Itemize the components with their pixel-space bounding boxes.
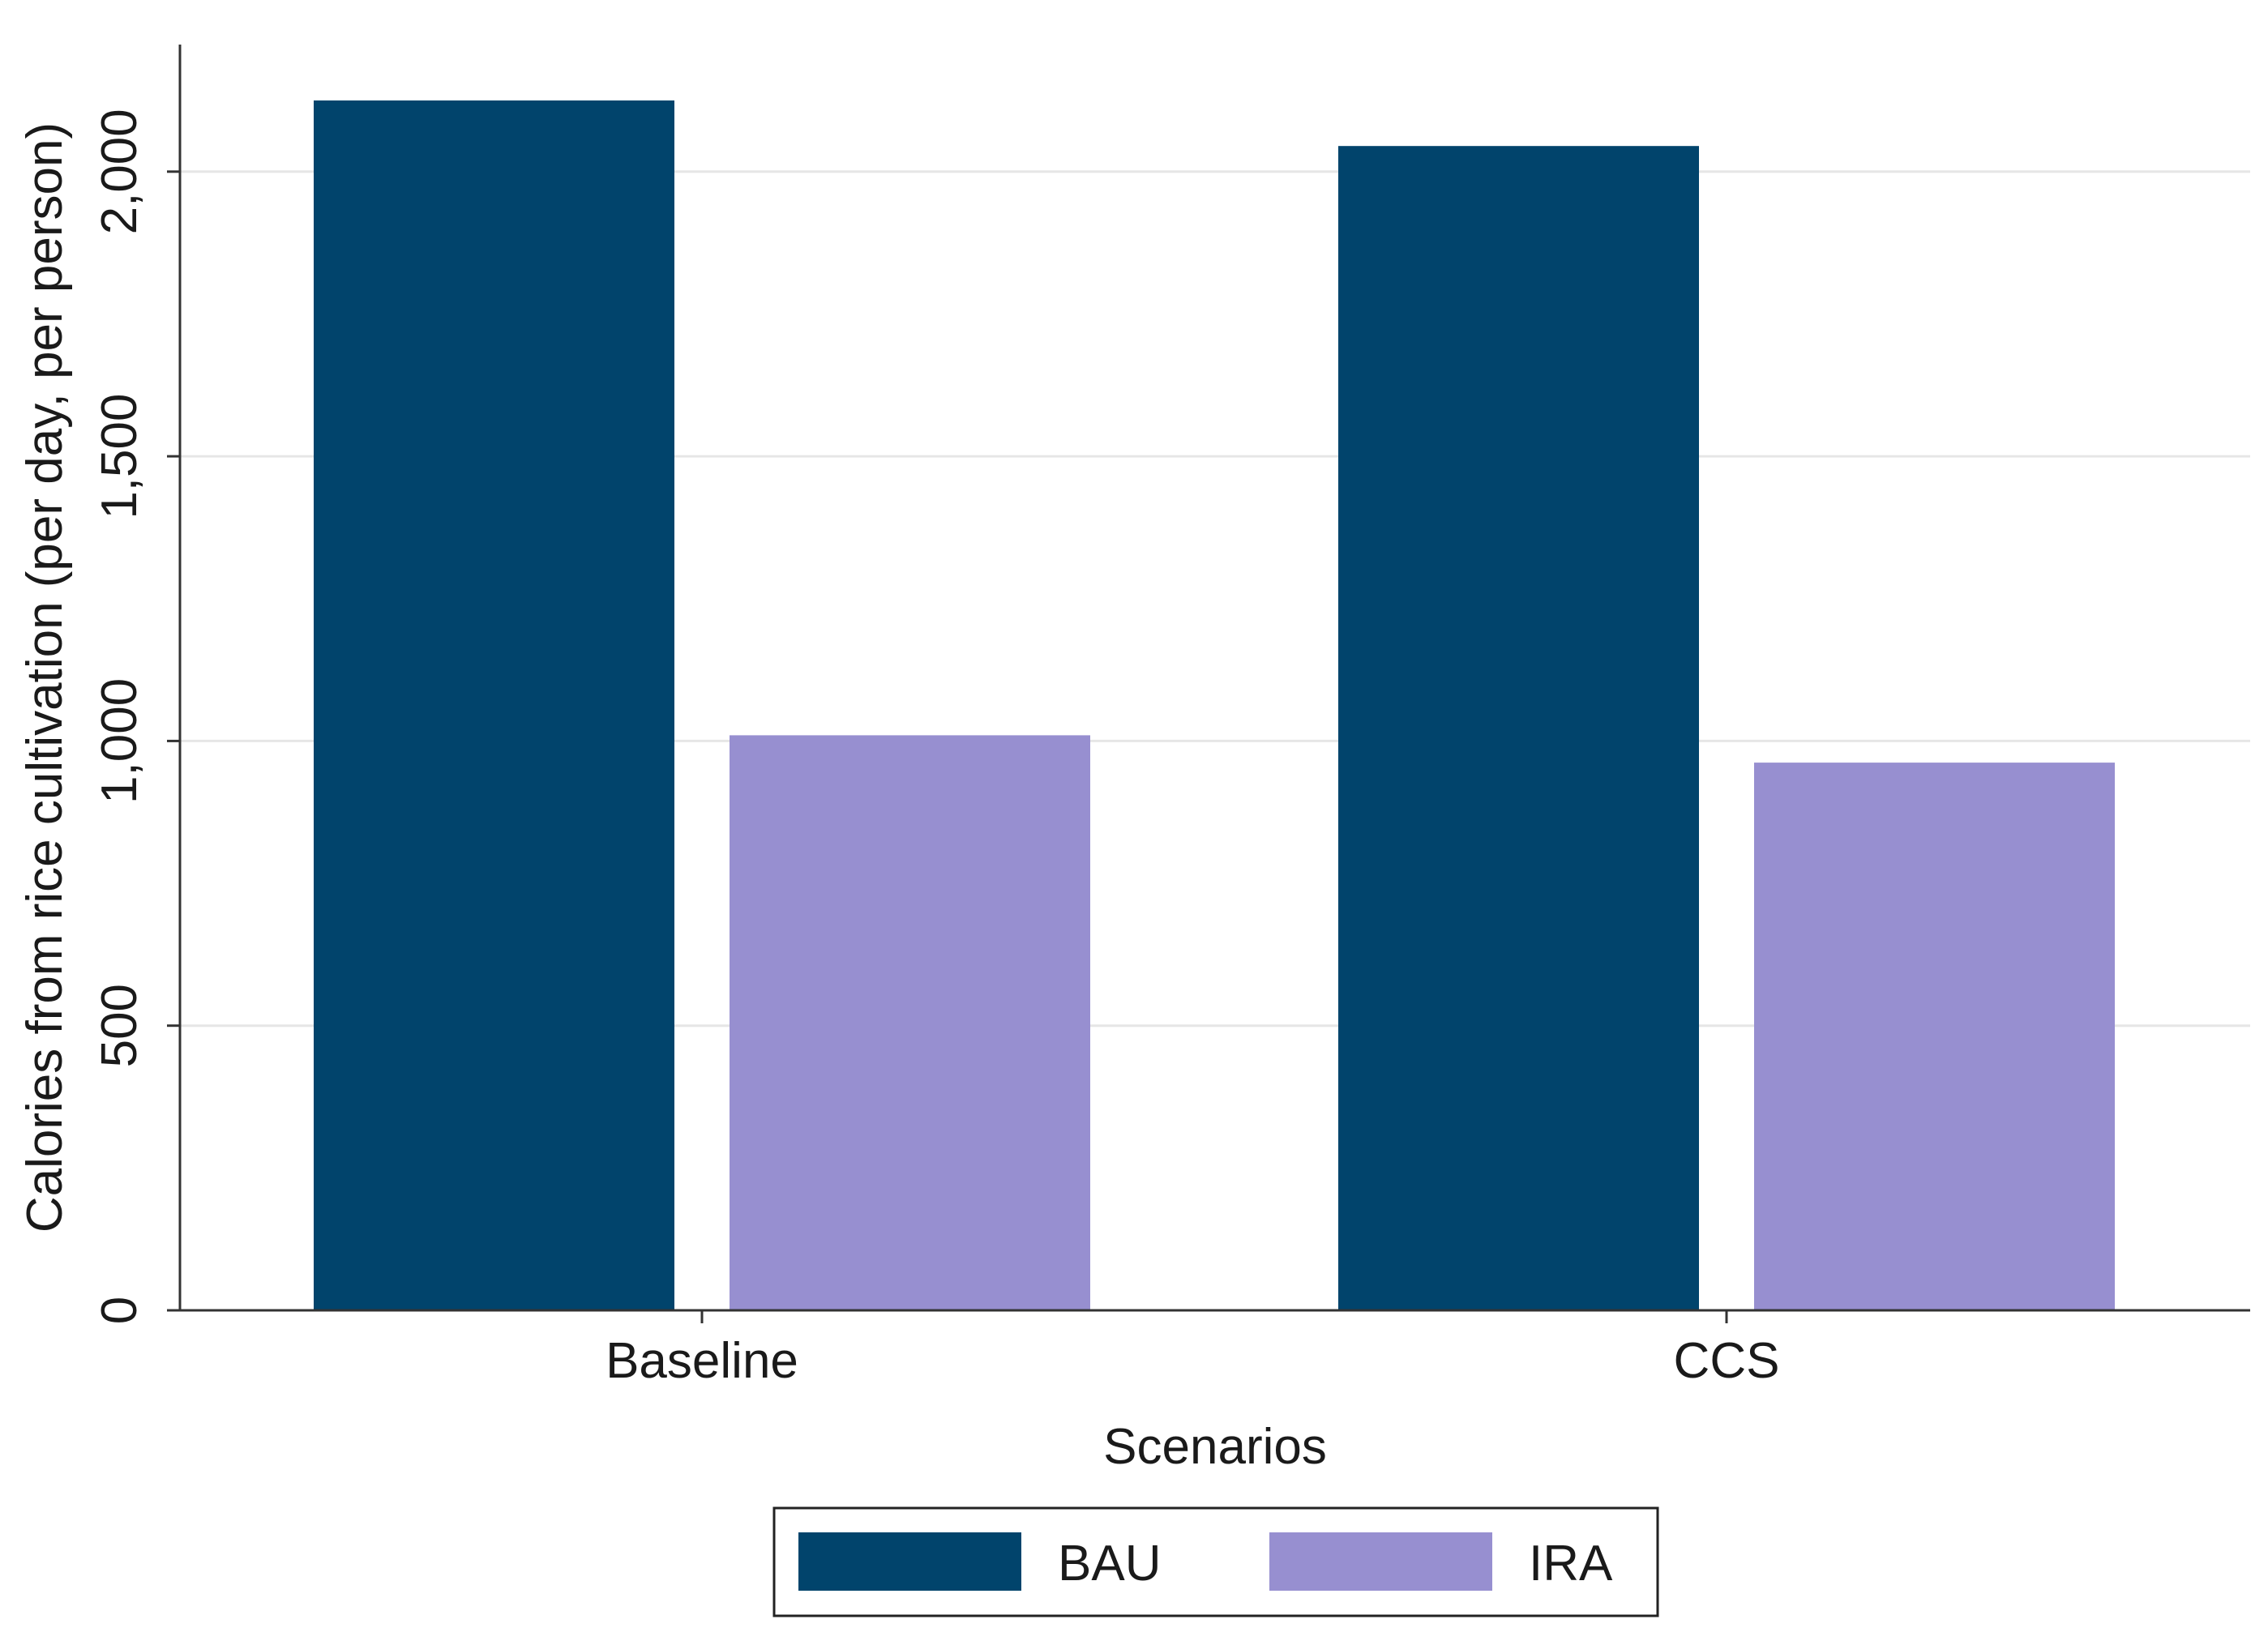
y-tick-label: 1,000 — [92, 678, 148, 804]
bar-bau-baseline — [314, 100, 674, 1311]
axes — [167, 45, 2250, 1323]
legend-swatch-ira — [1269, 1532, 1492, 1591]
legend-label-bau: BAU — [1058, 1536, 1161, 1592]
x-tick-label-baseline: Baseline — [606, 1333, 798, 1389]
y-axis-title: Calories from rice cultivation (per day,… — [17, 122, 73, 1233]
bar-bau-ccs — [1338, 146, 1699, 1311]
y-tick-labels: 0 500 1,000 1,500 2,000 — [92, 109, 148, 1324]
legend: BAU IRA — [772, 1506, 1659, 1617]
y-tick-label: 1,500 — [92, 394, 148, 519]
bars — [314, 100, 2115, 1311]
y-tick-label: 500 — [92, 984, 148, 1067]
x-tick-labels: Baseline CCS — [606, 1333, 1779, 1389]
x-axis-title: Scenarios — [1103, 1419, 1327, 1475]
bar-ira-ccs — [1754, 763, 2115, 1310]
y-tick-label: 2,000 — [92, 109, 148, 234]
x-tick-label-ccs: CCS — [1674, 1333, 1780, 1389]
bar-ira-baseline — [730, 735, 1090, 1310]
legend-swatch-bau — [798, 1532, 1021, 1591]
legend-label-ira: IRA — [1529, 1536, 1613, 1592]
y-tick-label: 0 — [92, 1297, 148, 1324]
